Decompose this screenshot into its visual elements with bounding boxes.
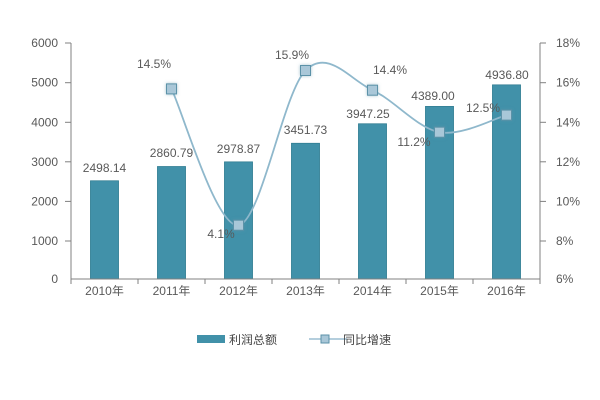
svg-text:6%: 6%	[556, 272, 574, 286]
svg-text:14%: 14%	[556, 115, 580, 129]
svg-text:2015年: 2015年	[420, 284, 459, 298]
svg-text:同比增速: 同比增速	[343, 333, 391, 347]
svg-text:2860.79: 2860.79	[150, 146, 194, 160]
svg-text:2000: 2000	[31, 194, 58, 208]
svg-text:2013年: 2013年	[286, 284, 325, 298]
svg-text:2010年: 2010年	[85, 284, 124, 298]
svg-text:12.5%: 12.5%	[466, 101, 500, 115]
svg-text:14.4%: 14.4%	[373, 63, 407, 77]
svg-text:8%: 8%	[556, 234, 574, 248]
svg-text:2978.87: 2978.87	[217, 142, 261, 156]
svg-text:利润总额: 利润总额	[229, 333, 278, 347]
svg-text:5000: 5000	[31, 76, 58, 90]
svg-text:18%: 18%	[556, 36, 580, 50]
svg-text:4.1%: 4.1%	[207, 227, 235, 241]
svg-text:4936.80: 4936.80	[485, 68, 529, 82]
svg-text:2014年: 2014年	[353, 284, 392, 298]
svg-text:3947.25: 3947.25	[346, 107, 390, 121]
svg-text:4389.00: 4389.00	[411, 89, 455, 103]
svg-text:1000: 1000	[31, 234, 58, 248]
svg-text:10%: 10%	[556, 194, 580, 208]
svg-text:0: 0	[51, 272, 58, 286]
svg-text:16%: 16%	[556, 76, 580, 90]
svg-text:11.2%: 11.2%	[397, 135, 430, 149]
svg-text:3000: 3000	[31, 155, 58, 169]
svg-text:6000: 6000	[31, 36, 58, 50]
svg-text:12%: 12%	[556, 155, 580, 169]
svg-text:4000: 4000	[31, 115, 58, 129]
svg-text:2498.14: 2498.14	[83, 161, 127, 175]
svg-text:15.9%: 15.9%	[275, 48, 309, 62]
svg-text:3451.73: 3451.73	[284, 123, 328, 137]
svg-text:2011年: 2011年	[153, 284, 191, 298]
svg-text:2012年: 2012年	[219, 284, 258, 298]
svg-text:14.5%: 14.5%	[137, 57, 171, 71]
svg-text:2016年: 2016年	[487, 284, 526, 298]
